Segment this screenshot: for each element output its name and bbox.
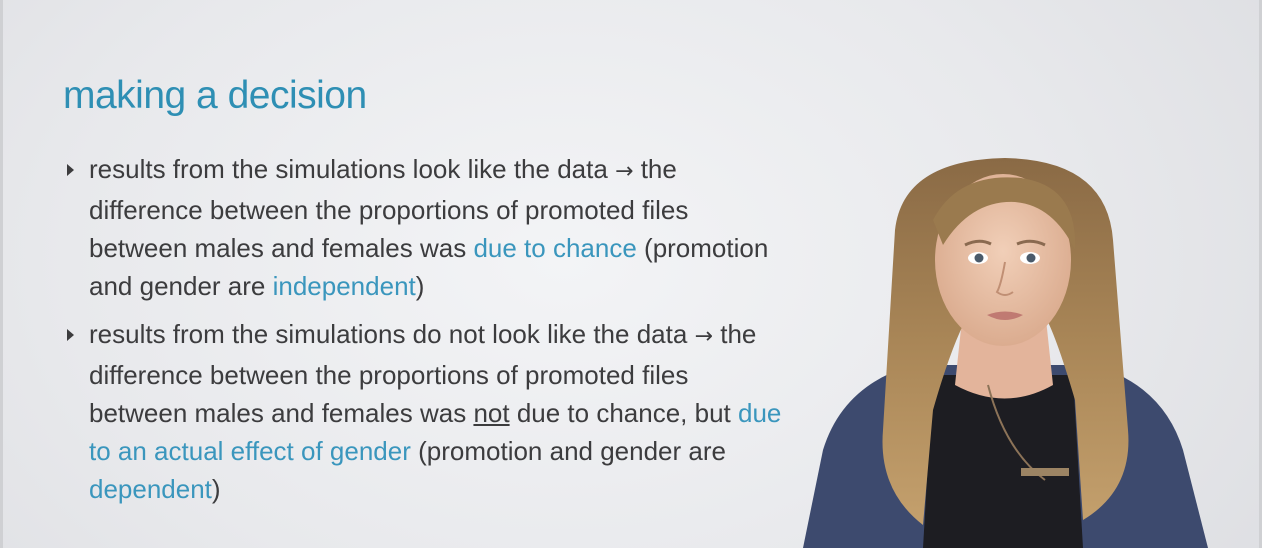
bullet-2-text-2: the difference between the proportions o… (89, 319, 757, 428)
bullet-item-2: results from the simulations do not look… (61, 315, 791, 508)
triangle-bullet-icon (67, 329, 74, 341)
slide-title: making a decision (63, 74, 367, 117)
bullet-1-text-2: the difference between the proportions o… (89, 154, 689, 263)
right-arrow-icon: → (694, 324, 713, 349)
bullet-2-text-4: (promotion and gender are (418, 436, 726, 466)
bullet-2-text: results from the simulations do not look… (89, 319, 688, 349)
bullet-2-underline-not: not (473, 398, 510, 428)
bullet-2-text-3: due to chance, but (516, 398, 731, 428)
presenter-video-icon (803, 158, 1208, 548)
bullet-1-close-paren: ) (415, 271, 425, 301)
right-arrow-icon: → (615, 159, 634, 184)
bullet-item-1: results from the simulations look like t… (61, 150, 791, 305)
bullet-1-text: results from the simulations look like t… (89, 154, 608, 184)
bullet-2-close-paren: ) (211, 474, 221, 504)
bullet-list: results from the simulations look like t… (61, 150, 791, 518)
bullet-2-highlight-dependent: dependent (89, 474, 212, 504)
bullet-1-highlight-independent: independent (272, 271, 416, 301)
triangle-bullet-icon (67, 164, 74, 176)
bullet-2-highlight-effect: due to an actual effect of gender (89, 398, 782, 466)
bullet-1-text-3: (promotion and gender are (89, 233, 769, 301)
bullet-1-highlight-chance: due to chance (473, 233, 637, 263)
